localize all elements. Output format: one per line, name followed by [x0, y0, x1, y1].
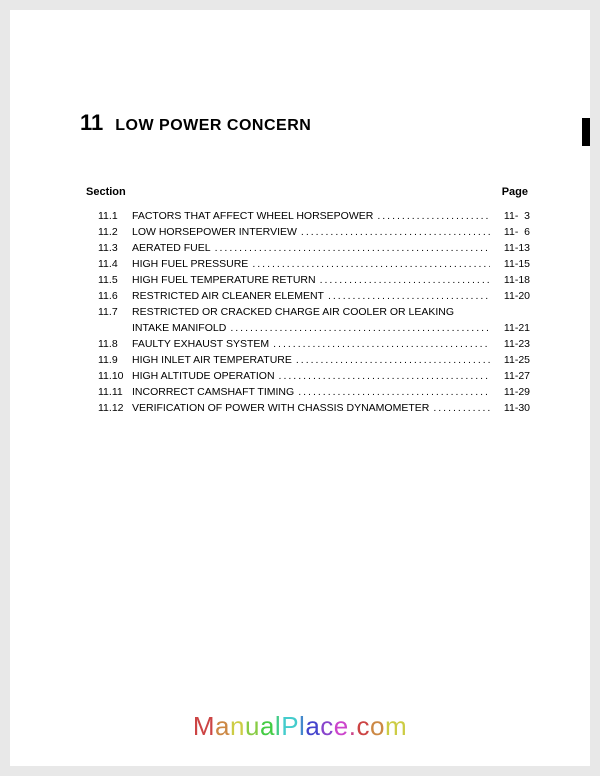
- toc-section-number: 11.12: [98, 402, 132, 414]
- toc-dot-leader: ........................................…: [248, 258, 490, 270]
- document-page: 11 LOW POWER CONCERN Section Page 11.1FA…: [10, 10, 590, 766]
- toc-page-number: 11-27: [490, 370, 530, 382]
- toc-page-number: 11-21: [490, 322, 530, 334]
- toc-dot-leader: ........................................…: [226, 322, 490, 334]
- toc-section-title: HIGH FUEL PRESSURE: [132, 258, 248, 270]
- toc-section-number: 11.5: [98, 274, 132, 286]
- toc-dot-leader: ........................................…: [429, 402, 490, 414]
- chapter-title: LOW POWER CONCERN: [115, 117, 311, 135]
- toc-section-number: 11.6: [98, 290, 132, 302]
- toc-page-number: 11-30: [490, 402, 530, 414]
- toc-dot-leader: ........................................…: [297, 226, 490, 238]
- toc-page-number: 11-13: [490, 242, 530, 254]
- toc-dot-leader: ........................................…: [294, 386, 490, 398]
- toc-page-number: 11-15: [490, 258, 530, 270]
- toc-row: 11.2LOW HORSEPOWER INTERVIEW............…: [80, 226, 530, 238]
- table-of-contents: 11.1FACTORS THAT AFFECT WHEEL HORSEPOWER…: [80, 210, 530, 414]
- toc-page-number: 11-20: [490, 290, 530, 302]
- toc-section-title: HIGH ALTITUDE OPERATION: [132, 370, 275, 382]
- toc-section-number: 11.10: [98, 370, 132, 382]
- toc-section-title: FACTORS THAT AFFECT WHEEL HORSEPOWER: [132, 210, 373, 222]
- toc-section-title: RESTRICTED OR CRACKED CHARGE AIR COOLER …: [132, 306, 454, 318]
- heading-section: Section: [86, 186, 126, 198]
- toc-row: 11.5HIGH FUEL TEMPERATURE RETURN........…: [80, 274, 530, 286]
- toc-row: 11.6RESTRICTED AIR CLEANER ELEMENT......…: [80, 290, 530, 302]
- toc-dot-leader: ........................................…: [292, 354, 490, 366]
- toc-section-number: 11.3: [98, 242, 132, 254]
- toc-section-title: VERIFICATION OF POWER WITH CHASSIS DYNAM…: [132, 402, 429, 414]
- toc-dot-leader: ........................................…: [275, 370, 490, 382]
- toc-section-number: 11.4: [98, 258, 132, 270]
- toc-section-title: FAULTY EXHAUST SYSTEM: [132, 338, 269, 350]
- toc-page-number: 11-25: [490, 354, 530, 366]
- heading-page: Page: [502, 186, 528, 198]
- toc-section-number: 11.1: [98, 210, 132, 222]
- toc-section-title: LOW HORSEPOWER INTERVIEW: [132, 226, 297, 238]
- toc-section-number: 11.11: [98, 386, 132, 398]
- toc-row: 11.1FACTORS THAT AFFECT WHEEL HORSEPOWER…: [80, 210, 530, 222]
- toc-section-title: HIGH INLET AIR TEMPERATURE: [132, 354, 292, 366]
- toc-row: 11.3AERATED FUEL........................…: [80, 242, 530, 254]
- toc-dot-leader: ........................................…: [269, 338, 490, 350]
- toc-section-title: AERATED FUEL: [132, 242, 211, 254]
- toc-row: 11.8FAULTY EXHAUST SYSTEM...............…: [80, 338, 530, 350]
- toc-page-number: 11-29: [490, 386, 530, 398]
- toc-section-title: RESTRICTED AIR CLEANER ELEMENT: [132, 290, 324, 302]
- toc-row: INTAKE MANIFOLD.........................…: [80, 322, 530, 334]
- toc-row: 11.9HIGH INLET AIR TEMPERATURE..........…: [80, 354, 530, 366]
- toc-page-number: 11-18: [490, 274, 530, 286]
- chapter-header: 11 LOW POWER CONCERN: [80, 110, 530, 136]
- toc-section-number: 11.2: [98, 226, 132, 238]
- toc-row: 11.11INCORRECT CAMSHAFT TIMING..........…: [80, 386, 530, 398]
- toc-row: 11.12VERIFICATION OF POWER WITH CHASSIS …: [80, 402, 530, 414]
- toc-dot-leader: ........................................…: [211, 242, 490, 254]
- toc-section-title: INCORRECT CAMSHAFT TIMING: [132, 386, 294, 398]
- toc-dot-leader: ........................................…: [324, 290, 490, 302]
- section-tab-mark: [582, 118, 590, 146]
- toc-page-number: 11- 6: [490, 226, 530, 238]
- toc-dot-leader: ........................................…: [316, 274, 490, 286]
- toc-row: 11.7RESTRICTED OR CRACKED CHARGE AIR COO…: [80, 306, 530, 318]
- toc-dot-leader: ........................................…: [373, 210, 490, 222]
- toc-section-number: 11.9: [98, 354, 132, 366]
- toc-heading-row: Section Page: [80, 186, 530, 198]
- toc-row: 11.4HIGH FUEL PRESSURE..................…: [80, 258, 530, 270]
- toc-section-number: 11.8: [98, 338, 132, 350]
- watermark: ManualPlace.com: [10, 711, 590, 742]
- toc-section-number: 11.7: [98, 306, 132, 318]
- toc-page-number: 11- 3: [490, 210, 530, 222]
- toc-row: 11.10HIGH ALTITUDE OPERATION............…: [80, 370, 530, 382]
- chapter-number: 11: [80, 110, 103, 136]
- toc-section-title: HIGH FUEL TEMPERATURE RETURN: [132, 274, 316, 286]
- toc-page-number: 11-23: [490, 338, 530, 350]
- toc-section-title: INTAKE MANIFOLD: [132, 322, 226, 334]
